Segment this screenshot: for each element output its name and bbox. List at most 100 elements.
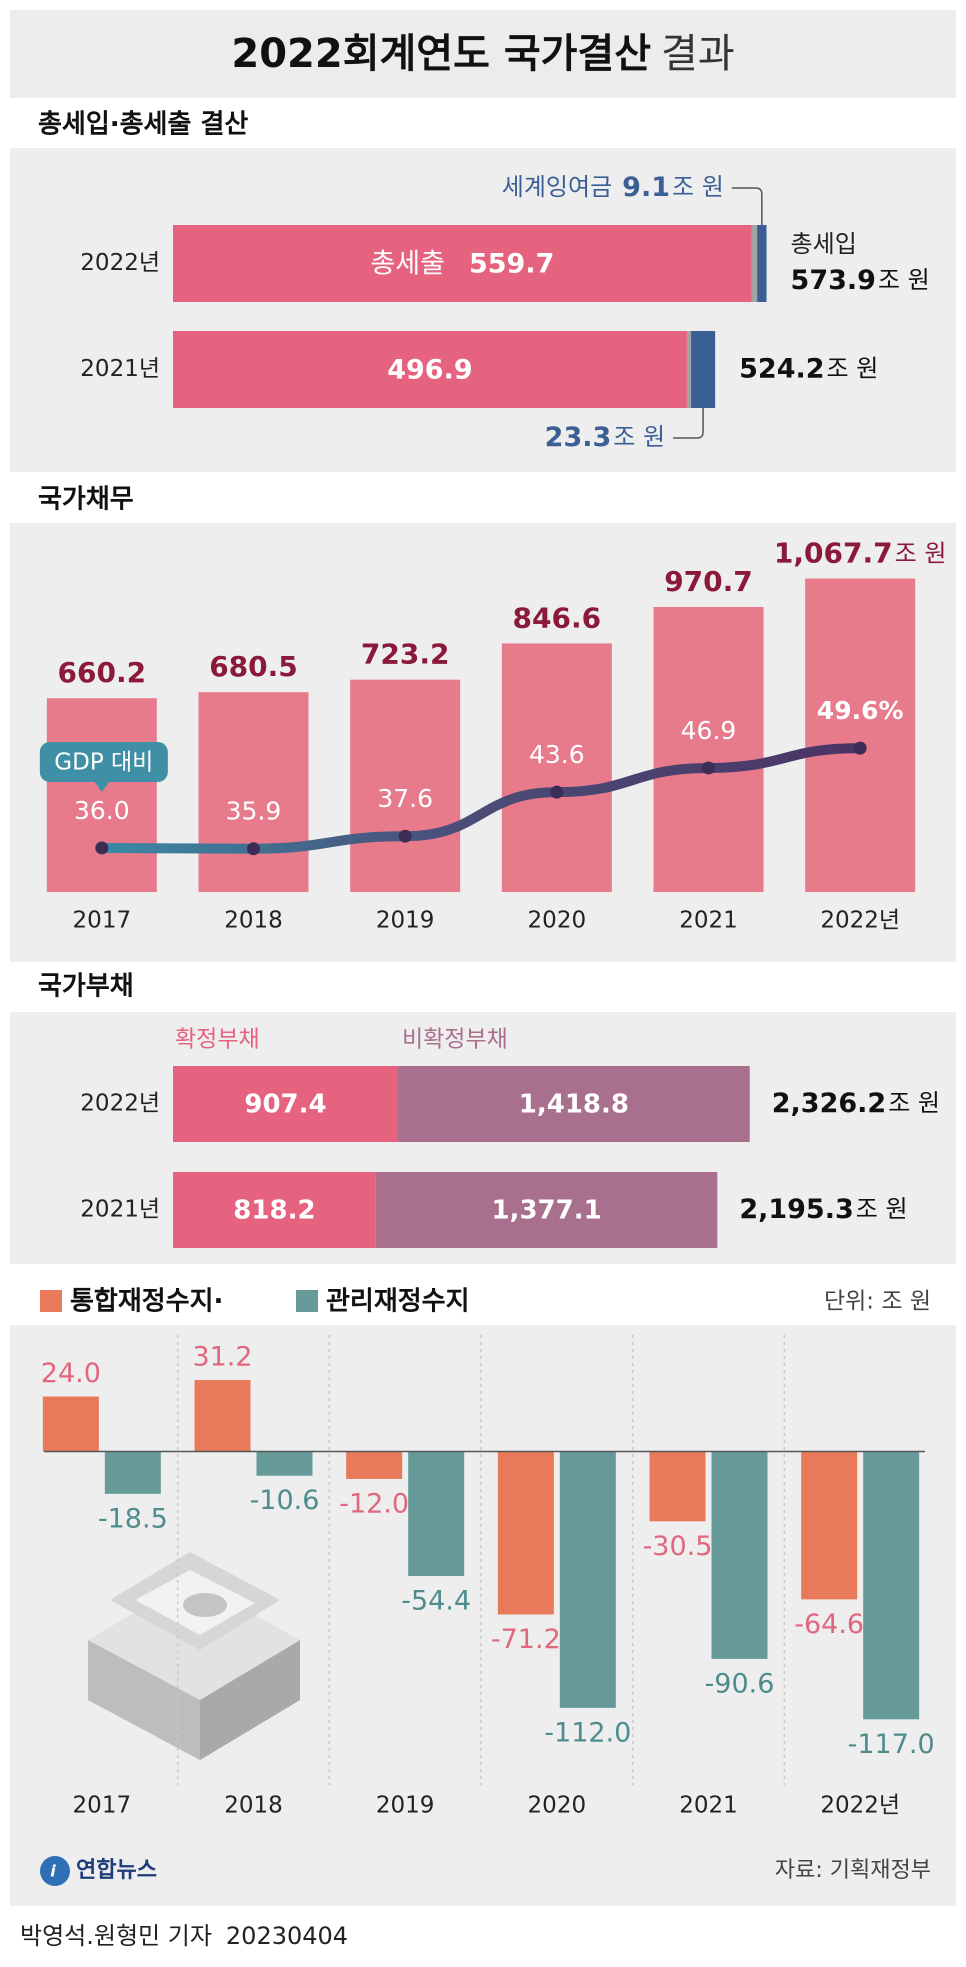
unit: 조 원 (672, 173, 724, 201)
line-value-label: 36.0 (74, 796, 130, 825)
legend-swatch (296, 1290, 318, 1312)
value-label: 9.1 (622, 172, 670, 203)
unit-label: 단위: 조 원 (824, 1289, 931, 1315)
series-name: 총세출 (370, 248, 445, 279)
bubble-tail (93, 781, 110, 792)
value-text: 970.7 (664, 565, 753, 598)
panel (10, 148, 956, 472)
value-label: 970.7 (664, 565, 753, 598)
value-label: 907.4 (244, 1090, 326, 1120)
bar-segment (173, 331, 687, 408)
other-segment (686, 331, 692, 408)
bar-segment (691, 331, 716, 408)
bar-segment (173, 1172, 376, 1248)
value-label: -71.2 (491, 1624, 561, 1655)
totals-name: 총세입 (791, 230, 857, 258)
total-label: 573.9조 원 (791, 265, 930, 296)
money-illustration (88, 1552, 300, 1760)
bar (408, 1451, 465, 1577)
x-tick-label: 2021 (679, 1793, 738, 1819)
bar-segment (757, 225, 767, 302)
line-value-label: 49.6% (817, 696, 904, 725)
value-label: -18.5 (98, 1503, 168, 1534)
bar (194, 1380, 251, 1452)
line-point (247, 842, 260, 856)
value-text: 1,067.7 (774, 537, 893, 570)
section-title: 국가부채 (38, 972, 134, 1002)
value-label: 660.2 (58, 656, 147, 689)
bar (256, 1451, 313, 1476)
bar (711, 1451, 768, 1659)
x-tick-label: 2019 (376, 1793, 435, 1819)
series-name: 세계잉여금 (502, 173, 612, 201)
bar (350, 679, 461, 892)
surplus-label: 23.3조 원 (545, 422, 665, 453)
bar (346, 1451, 403, 1479)
line-value-label: 35.9 (226, 797, 282, 826)
title: 2022회계연도 국가결산 결과 (231, 31, 734, 77)
x-tick-label: 2022년 (820, 908, 900, 934)
value-text: 723.2 (361, 638, 450, 671)
total-value: 2,326.2 (772, 1088, 886, 1119)
other-segment (751, 225, 758, 302)
total-label: 524.2조 원 (739, 353, 878, 384)
unit: 조 원 (888, 1089, 940, 1117)
bar (497, 1451, 554, 1615)
section-title: 총세입·총세출 결산 (38, 110, 248, 140)
value-label: -90.6 (705, 1668, 775, 1699)
title-suffix: 결과 (661, 31, 735, 77)
bar-segment (173, 1066, 398, 1142)
title-band (10, 10, 956, 98)
line-value-label: 37.6 (377, 784, 433, 813)
x-tick-label: 2020 (528, 1793, 587, 1819)
value-label: 1,377.1 (491, 1196, 601, 1226)
bar (501, 643, 612, 892)
value-text: 680.5 (209, 650, 298, 683)
callout (673, 408, 704, 439)
bar (805, 578, 916, 892)
bar-label: 총세출 559.7 (370, 248, 554, 279)
bar (559, 1451, 616, 1708)
bar-segment (173, 225, 752, 302)
value-label: 1,418.8 (519, 1090, 629, 1120)
unit: 조 원 (856, 1195, 908, 1223)
value-label: 31.2 (192, 1342, 252, 1373)
surplus-label: 세계잉여금 9.1조 원 (502, 172, 724, 203)
bar (46, 698, 157, 892)
bar (863, 1451, 920, 1720)
bar-segment (375, 1172, 718, 1248)
value-text: 660.2 (58, 656, 147, 689)
legend-label: 확정부채 (175, 1027, 260, 1053)
value-label: 559.7 (469, 248, 554, 279)
value-label: 24.0 (41, 1358, 101, 1389)
value-label: 1,067.7조 원 (774, 537, 946, 570)
value-label: 680.5 (209, 650, 298, 683)
logo-icon (40, 1856, 70, 1886)
line-value-label: 43.6 (529, 740, 585, 769)
section-title: 국가채무 (38, 485, 134, 515)
byline-name: 박영석.원형민 기자 (20, 1922, 212, 1950)
value-label: 818.2 (233, 1196, 315, 1226)
bar (198, 692, 309, 892)
value-label: -10.6 (250, 1485, 320, 1516)
value-label: -54.4 (401, 1586, 471, 1617)
total-value: 573.9 (791, 265, 876, 296)
value-label: 496.9 (387, 354, 472, 385)
bar (649, 1451, 706, 1522)
title-main: 2022회계연도 국가결산 (231, 31, 651, 77)
legend-swatch (40, 1290, 62, 1312)
value-label: -30.5 (643, 1531, 713, 1562)
category-label: 2021년 (80, 356, 160, 382)
value-text: 846.6 (513, 601, 602, 634)
bar (42, 1396, 99, 1452)
byline-date: 20230404 (226, 1922, 348, 1950)
category-label: 2022년 (80, 1091, 160, 1117)
value-label: -117.0 (848, 1729, 935, 1760)
panel (10, 523, 956, 962)
line-name-bubble (39, 742, 168, 782)
line-name: GDP 대비 (54, 750, 153, 776)
value-label: 846.6 (513, 601, 602, 634)
line-point (398, 829, 412, 843)
line (96, 743, 866, 854)
bar-label: 496.9 (387, 354, 472, 385)
